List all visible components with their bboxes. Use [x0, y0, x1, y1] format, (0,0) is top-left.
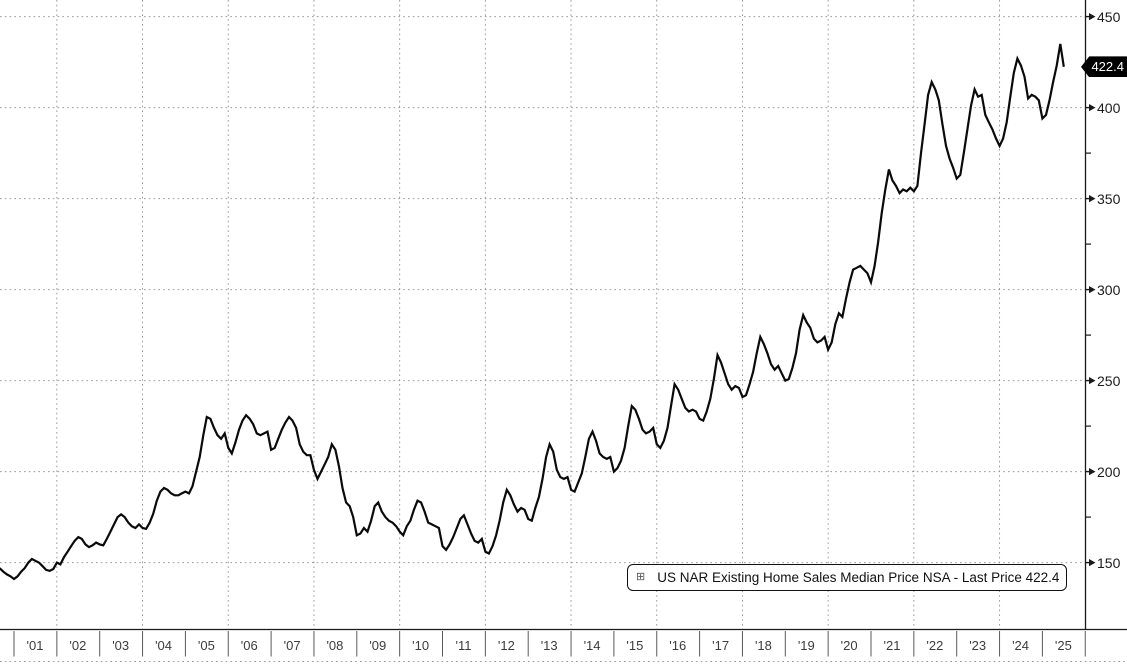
- x-axis-year-label-17: '17: [712, 638, 730, 653]
- x-axis-year-label-25: '25: [1054, 638, 1072, 653]
- x-axis-year-label-16: '16: [669, 638, 687, 653]
- last-price-tag: 422.4: [1081, 56, 1127, 78]
- x-axis-year-label-24: '24: [1012, 638, 1030, 653]
- y-axis-tick-label-150: 150: [1097, 554, 1121, 571]
- x-axis-year-label-18: '18: [754, 638, 772, 653]
- y-axis-tick-label-350: 350: [1097, 190, 1121, 207]
- y-tick-arrow-icon-450: [1089, 13, 1096, 21]
- x-axis-year-label-03: '03: [112, 638, 130, 653]
- x-axis-year-label-10: '10: [412, 638, 430, 653]
- y-axis-tick-label-300: 300: [1097, 281, 1121, 298]
- x-axis-year-label-20: '20: [840, 638, 858, 653]
- y-axis-tick-label-400: 400: [1097, 99, 1121, 116]
- x-axis-year-label-23: '23: [969, 638, 987, 653]
- y-tick-arrow-icon-150: [1089, 559, 1096, 567]
- x-axis-year-label-14: '14: [583, 638, 601, 653]
- x-axis-year-label-13: '13: [540, 638, 558, 653]
- x-axis-year-label-08: '08: [326, 638, 344, 653]
- expand-icon[interactable]: ⊞: [636, 571, 646, 583]
- price-line-series: [0, 43, 1065, 581]
- x-axis-year-label-19: '19: [797, 638, 815, 653]
- x-axis-year-label-11: '11: [455, 638, 472, 653]
- x-axis-year-label-02: '02: [69, 638, 87, 653]
- y-axis-tick-label-250: 250: [1097, 372, 1121, 389]
- y-tick-arrow-icon-250: [1089, 377, 1096, 385]
- x-axis-year-label-07: '07: [283, 638, 301, 653]
- y-axis-tick-label-200: 200: [1097, 463, 1121, 480]
- y-tick-arrow-icon-300: [1089, 286, 1096, 294]
- x-axis-year-label-21: '21: [883, 638, 901, 653]
- legend-label: US NAR Existing Home Sales Median Price …: [657, 570, 1060, 585]
- x-axis-year-label-22: '22: [926, 638, 944, 653]
- x-axis-year-label-01: '01: [26, 638, 44, 653]
- x-axis-year-label-05: '05: [197, 638, 215, 653]
- x-axis-year-label-06: '06: [240, 638, 258, 653]
- y-axis-tick-label-450: 450: [1097, 8, 1121, 25]
- x-axis-year-label-09: '09: [369, 638, 387, 653]
- legend-box[interactable]: ⊞ US NAR Existing Home Sales Median Pric…: [627, 564, 1067, 591]
- y-tick-arrow-icon-200: [1089, 468, 1096, 476]
- y-tick-arrow-icon-400: [1089, 104, 1096, 112]
- x-axis-year-label-15: '15: [626, 638, 644, 653]
- x-axis-year-label-04: '04: [155, 638, 173, 653]
- x-axis-year-label-12: '12: [497, 638, 515, 653]
- last-price-value: 422.4: [1091, 59, 1124, 75]
- y-tick-arrow-icon-350: [1089, 195, 1096, 203]
